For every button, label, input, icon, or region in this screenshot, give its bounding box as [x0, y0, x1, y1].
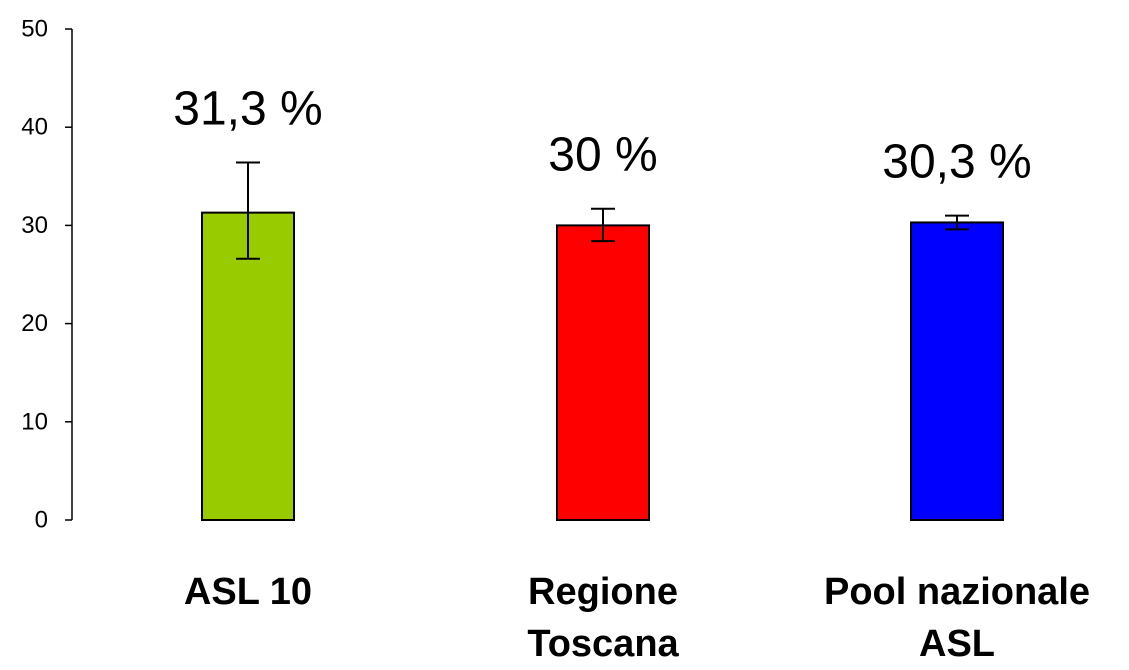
bar: [910, 221, 1004, 521]
y-tick-label: 0: [35, 507, 48, 534]
data-label: 30 %: [548, 129, 657, 182]
bar: [201, 211, 295, 521]
bar: [556, 224, 650, 521]
category-label: ASL: [919, 623, 995, 665]
data-label: 31,3 %: [173, 83, 322, 136]
y-tick-label: 40: [21, 114, 48, 141]
y-tick-label: 50: [21, 16, 48, 43]
y-tick-label: 20: [21, 310, 48, 337]
data-label: 30,3 %: [882, 136, 1031, 189]
y-tick-label: 10: [21, 408, 48, 435]
category-label: Pool nazionale: [824, 571, 1090, 613]
category-label: Regione: [528, 571, 678, 613]
category-label: Toscana: [527, 623, 679, 665]
category-label: ASL 10: [184, 571, 312, 613]
y-tick-label: 30: [21, 212, 48, 239]
